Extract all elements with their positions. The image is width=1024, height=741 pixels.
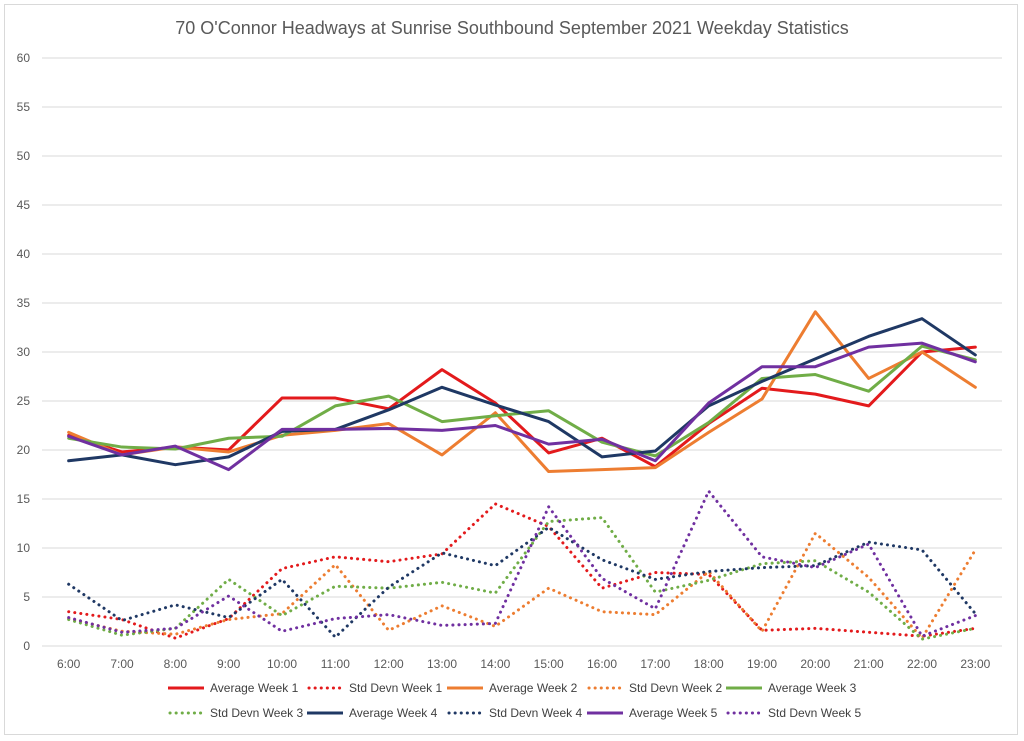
y-axis-ticks: 0 5 10 15 20 25 30 35 40 45 50 55 60 xyxy=(17,51,31,653)
x-tick-label: 10:00 xyxy=(267,657,297,671)
series-lines xyxy=(67,310,977,641)
x-tick-label: 15:00 xyxy=(534,657,564,671)
x-tick-label: 18:00 xyxy=(694,657,724,671)
series-line-std-devn-week-3 xyxy=(67,516,977,641)
x-tick-label: 13:00 xyxy=(427,657,457,671)
x-tick-label: 22:00 xyxy=(907,657,937,671)
y-tick-label: 50 xyxy=(17,149,31,163)
legend-label: Average Week 3 xyxy=(768,681,857,695)
chart-frame xyxy=(4,4,1018,735)
legend-label: Average Week 2 xyxy=(489,681,578,695)
legend-label: Average Week 5 xyxy=(629,706,718,720)
series-line-average-week-1 xyxy=(67,345,977,469)
x-tick-label: 20:00 xyxy=(800,657,830,671)
y-tick-label: 5 xyxy=(23,590,30,604)
y-tick-label: 25 xyxy=(17,394,31,408)
x-tick-label: 14:00 xyxy=(480,657,510,671)
legend-label: Std Devn Week 1 xyxy=(349,681,442,695)
y-tick-label: 60 xyxy=(17,51,31,65)
x-tick-label: 17:00 xyxy=(640,657,670,671)
y-tick-label: 0 xyxy=(23,639,30,653)
y-tick-label: 55 xyxy=(17,100,31,114)
x-tick-label: 8:00 xyxy=(164,657,188,671)
series-line-average-week-4 xyxy=(67,317,977,467)
legend-label: Std Devn Week 2 xyxy=(629,681,722,695)
y-tick-label: 30 xyxy=(17,345,31,359)
legend-label: Average Week 4 xyxy=(349,706,438,720)
legend-label: Std Devn Week 3 xyxy=(210,706,303,720)
series-line-std-devn-week-5 xyxy=(67,489,977,638)
y-tick-label: 45 xyxy=(17,198,31,212)
x-tick-label: 21:00 xyxy=(854,657,884,671)
y-tick-label: 10 xyxy=(17,541,31,555)
series-line-std-devn-week-1 xyxy=(67,502,977,640)
y-tick-label: 35 xyxy=(17,296,31,310)
series-line-std-devn-week-2 xyxy=(67,531,977,640)
series-line-average-week-5 xyxy=(67,341,977,472)
x-tick-label: 23:00 xyxy=(960,657,990,671)
legend-label: Average Week 1 xyxy=(210,681,299,695)
x-tick-label: 11:00 xyxy=(321,657,350,671)
series-line-average-week-2 xyxy=(67,310,977,474)
x-axis-ticks: 6:00 7:00 8:00 9:00 10:00 11:00 12:00 13:00 14:0… xyxy=(57,657,991,671)
x-tick-label: 9:00 xyxy=(217,657,241,671)
x-tick-label: 12:00 xyxy=(374,657,404,671)
x-tick-label: 16:00 xyxy=(587,657,617,671)
legend-label: Std Devn Week 5 xyxy=(768,706,861,720)
legend-label: Std Devn Week 4 xyxy=(489,706,582,720)
y-tick-label: 15 xyxy=(17,492,31,506)
y-tick-label: 40 xyxy=(17,247,31,261)
legend: Average Week 1 Std Devn Week 1 Average Wee… xyxy=(168,681,861,720)
x-tick-label: 6:00 xyxy=(57,657,81,671)
chart-title: 70 O'Connor Headways at Sunrise Southbou… xyxy=(175,18,849,38)
x-tick-label: 19:00 xyxy=(747,657,777,671)
y-tick-label: 20 xyxy=(17,443,31,457)
series-line-std-devn-week-4 xyxy=(67,525,977,639)
x-tick-label: 7:00 xyxy=(110,657,134,671)
